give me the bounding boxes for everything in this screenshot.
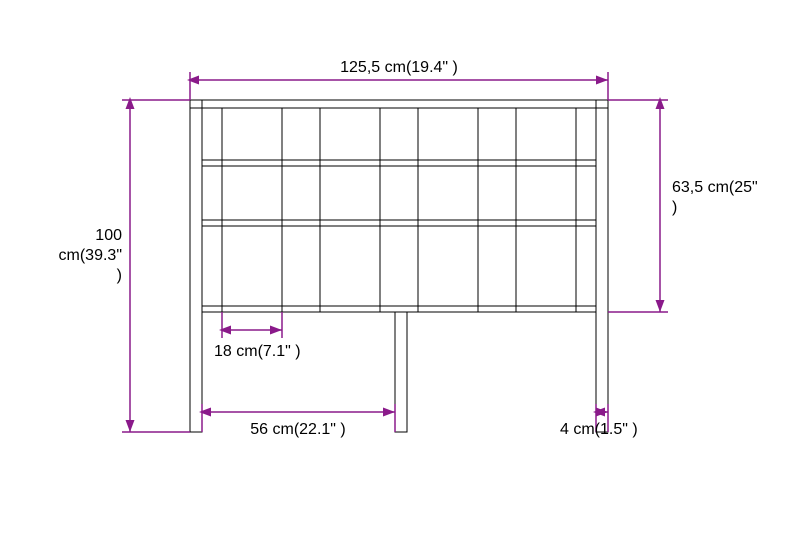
dim-width-top-label: 125,5 cm(19.4" ) [340, 59, 458, 76]
rail-2 [202, 220, 596, 226]
slat-1 [222, 108, 282, 312]
dim-height-left-label-3: ) [117, 267, 122, 284]
slat-4 [516, 108, 576, 312]
dim-height-left-label-2: cm(39.3" [59, 247, 122, 264]
dimension-drawing: 125,5 cm(19.4" ) 63,5 cm(25" ) 100 cm(39… [0, 0, 800, 533]
bottom-rail [202, 306, 596, 312]
dim-legdepth-label: 4 cm(1.5" ) [560, 421, 638, 438]
dim-slat-label: 18 cm(7.1" ) [214, 343, 301, 360]
post-right [596, 100, 608, 432]
rail-1 [202, 160, 596, 166]
dim-legspan-label: 56 cm(22.1" ) [250, 421, 346, 438]
post-mid [395, 312, 407, 432]
slat-2 [320, 108, 380, 312]
slat-3 [418, 108, 478, 312]
dim-panel-right-label-1: 63,5 cm(25" [672, 179, 758, 196]
post-left [190, 100, 202, 432]
dim-panel-right-label-2: ) [672, 199, 677, 216]
top-cap [190, 100, 608, 108]
dim-height-left-label-1: 100 [95, 227, 122, 244]
